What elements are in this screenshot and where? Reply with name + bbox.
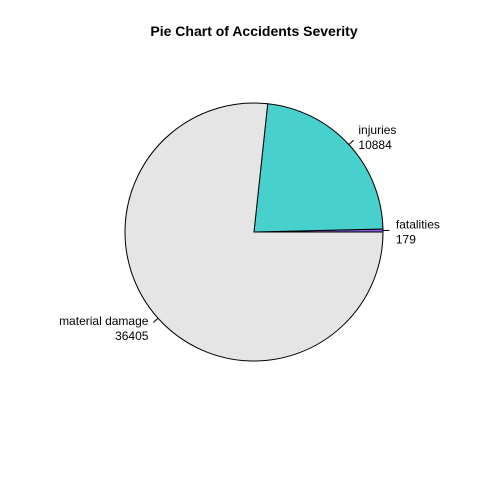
slice-value-injuries: 10884 bbox=[358, 138, 392, 152]
leader-line-material-damage bbox=[152, 317, 159, 323]
leader-line-injuries bbox=[348, 139, 354, 146]
chart-title: Pie Chart of Accidents Severity bbox=[150, 23, 357, 39]
slice-label-fatalities: fatalities bbox=[396, 217, 440, 231]
slice-label-material-damage: material damage bbox=[59, 314, 149, 328]
slice-value-fatalities: 179 bbox=[396, 232, 416, 246]
pie-slices bbox=[124, 102, 384, 362]
slice-label-injuries: injuries bbox=[358, 123, 396, 137]
slice-value-material-damage: 36405 bbox=[115, 329, 149, 343]
